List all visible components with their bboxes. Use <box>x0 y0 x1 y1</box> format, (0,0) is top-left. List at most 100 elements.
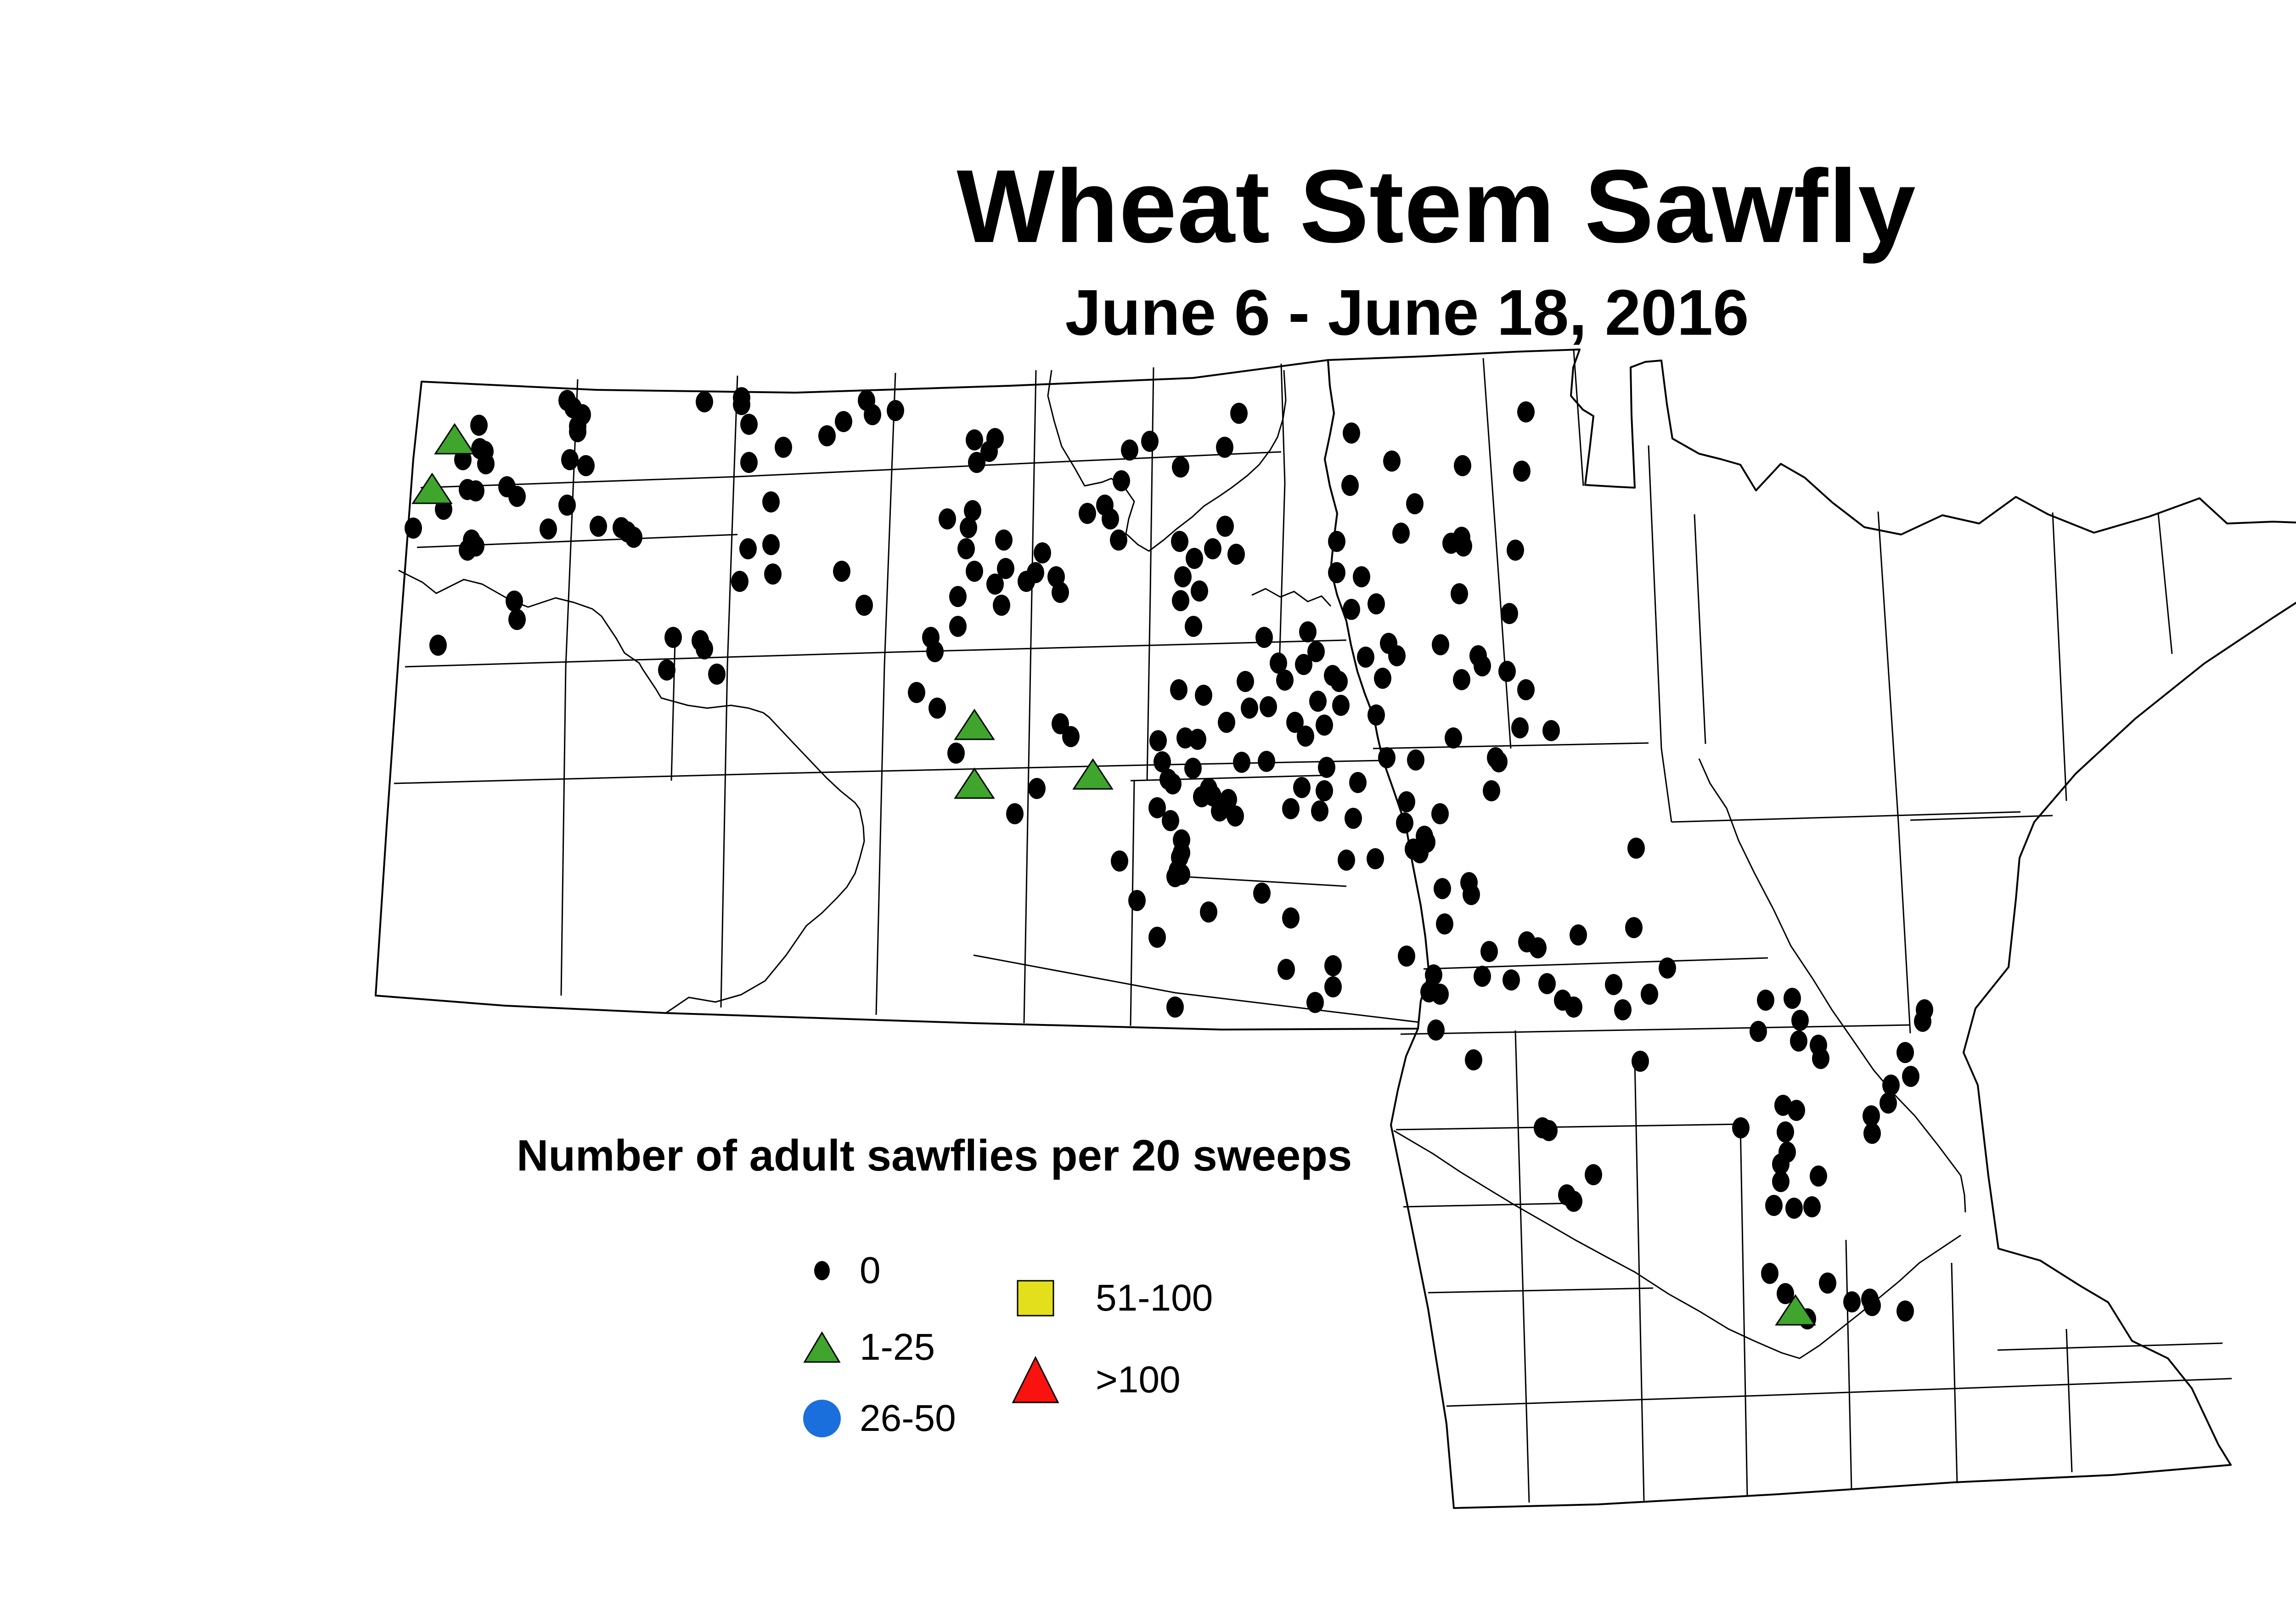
map-marker-0 <box>1110 529 1127 551</box>
legend-label-51-100: 51-100 <box>1096 1277 1213 1319</box>
map-marker-0 <box>968 452 985 473</box>
map-marker-0 <box>1028 778 1046 799</box>
map-marker-0 <box>1431 803 1449 824</box>
map-marker-0 <box>459 540 476 561</box>
map-marker-0 <box>708 664 726 685</box>
map-marker-0 <box>1343 422 1360 444</box>
map-marker-0 <box>1154 751 1171 772</box>
map-marker-0 <box>1237 671 1254 692</box>
legend-item-0: 0 <box>806 1249 881 1292</box>
map-marker-0 <box>1392 523 1410 544</box>
map-marker-0 <box>775 437 792 458</box>
blue-circle-icon <box>803 1400 841 1437</box>
map-marker-0 <box>966 429 983 450</box>
map-marker-0 <box>1186 548 1203 569</box>
map-marker-0 <box>1538 973 1556 994</box>
map-marker-0 <box>980 441 998 462</box>
map-marker-0 <box>818 425 836 446</box>
map-marker-0 <box>1772 1154 1790 1175</box>
map-marker-0 <box>508 486 526 507</box>
map-marker-0 <box>764 563 782 585</box>
map-marker-0 <box>1785 1198 1803 1219</box>
map-marker-0 <box>1398 946 1415 967</box>
minnesota-county-lines <box>1373 349 2232 1503</box>
map-marker-0 <box>1463 884 1480 905</box>
map-marker-0 <box>1513 461 1531 482</box>
map-marker-0 <box>1277 959 1295 980</box>
map-marker-0 <box>1121 439 1138 461</box>
map-marker-0 <box>1483 780 1500 801</box>
map-marker-0 <box>477 453 495 474</box>
map-marker-0 <box>1791 1010 1809 1031</box>
minnesota-outline <box>1324 349 2296 1509</box>
map-marker-0 <box>1184 758 1202 779</box>
map-marker-0 <box>1777 1283 1794 1304</box>
map-marker-0 <box>1286 712 1304 733</box>
map-marker-0 <box>1565 1191 1582 1212</box>
map-marker-0 <box>929 698 946 719</box>
minnesota-river <box>1393 1130 1961 1359</box>
map-marker-0 <box>429 635 447 656</box>
map-marker-0 <box>405 518 422 539</box>
map-marker-0 <box>957 538 975 559</box>
map-marker-0 <box>1260 696 1277 717</box>
page-title: Wheat Stem Sawfly <box>957 148 1916 265</box>
map-marker-0 <box>1863 1295 1881 1316</box>
map-marker-0 <box>1353 566 1370 587</box>
map-marker-0 <box>1843 1291 1861 1312</box>
map-marker-0 <box>1338 850 1355 871</box>
map-marker-0 <box>1227 805 1244 827</box>
map-marker-0 <box>1253 883 1271 904</box>
map-marker-0 <box>1282 907 1300 929</box>
map-marker-0 <box>1605 974 1622 995</box>
map-marker-0 <box>1172 590 1189 611</box>
map-marker-0 <box>1777 1121 1794 1143</box>
map-marker-0 <box>1396 812 1413 833</box>
yellow-square-icon <box>1017 1280 1054 1317</box>
map-marker-0 <box>1324 976 1342 997</box>
map-marker-0 <box>1432 634 1449 655</box>
map-marker-0 <box>467 480 484 501</box>
map-marker-0 <box>1113 470 1130 491</box>
map-marker-0 <box>696 391 713 412</box>
map-marker-0 <box>1062 726 1080 747</box>
map-marker-0 <box>506 591 523 612</box>
map-marker-0 <box>1474 966 1491 987</box>
map-marker-0 <box>1343 599 1360 620</box>
map-marker-0 <box>1487 747 1504 768</box>
map-marker-0 <box>1445 727 1462 749</box>
map-marker-0 <box>625 527 642 548</box>
map-marker-0 <box>855 595 873 616</box>
map-marker-0 <box>1474 655 1491 676</box>
map-marker-0 <box>696 638 713 659</box>
map-marker-0 <box>733 394 750 415</box>
map-marker-0 <box>1230 403 1248 424</box>
legend-label-1-25: 1-25 <box>860 1326 935 1368</box>
red-triangle-icon <box>1012 1356 1059 1403</box>
map-marker-1-25 <box>954 709 995 740</box>
map-marker-0 <box>1570 924 1587 946</box>
map-marker-0 <box>1316 715 1333 736</box>
map-marker-0 <box>1790 1030 1807 1052</box>
legend-item-1-25: 1-25 <box>803 1326 935 1369</box>
map-marker-0 <box>1565 996 1582 1018</box>
legend-title: Number of adult sawflies per 20 sweeps <box>517 1131 1352 1180</box>
map-marker-0 <box>960 517 977 538</box>
map-marker-0 <box>1052 713 1069 734</box>
map-marker-0 <box>1585 1164 1602 1185</box>
map-marker-0 <box>1434 878 1451 899</box>
map-marker-0 <box>1614 999 1632 1020</box>
map-marker-0 <box>1079 503 1096 524</box>
map-marker-0 <box>887 400 904 421</box>
map-marker-0 <box>1006 803 1024 824</box>
map-marker-0 <box>1164 773 1182 794</box>
map-marker-0 <box>949 586 967 607</box>
map-marker-0 <box>1896 1042 1914 1063</box>
map-marker-0 <box>1299 621 1317 642</box>
map-marker-0 <box>964 500 981 521</box>
map-marker-0 <box>926 641 944 662</box>
map-marker-0 <box>1880 1092 1897 1114</box>
map-marker-0 <box>1195 685 1212 706</box>
souris-river <box>1047 370 1287 552</box>
